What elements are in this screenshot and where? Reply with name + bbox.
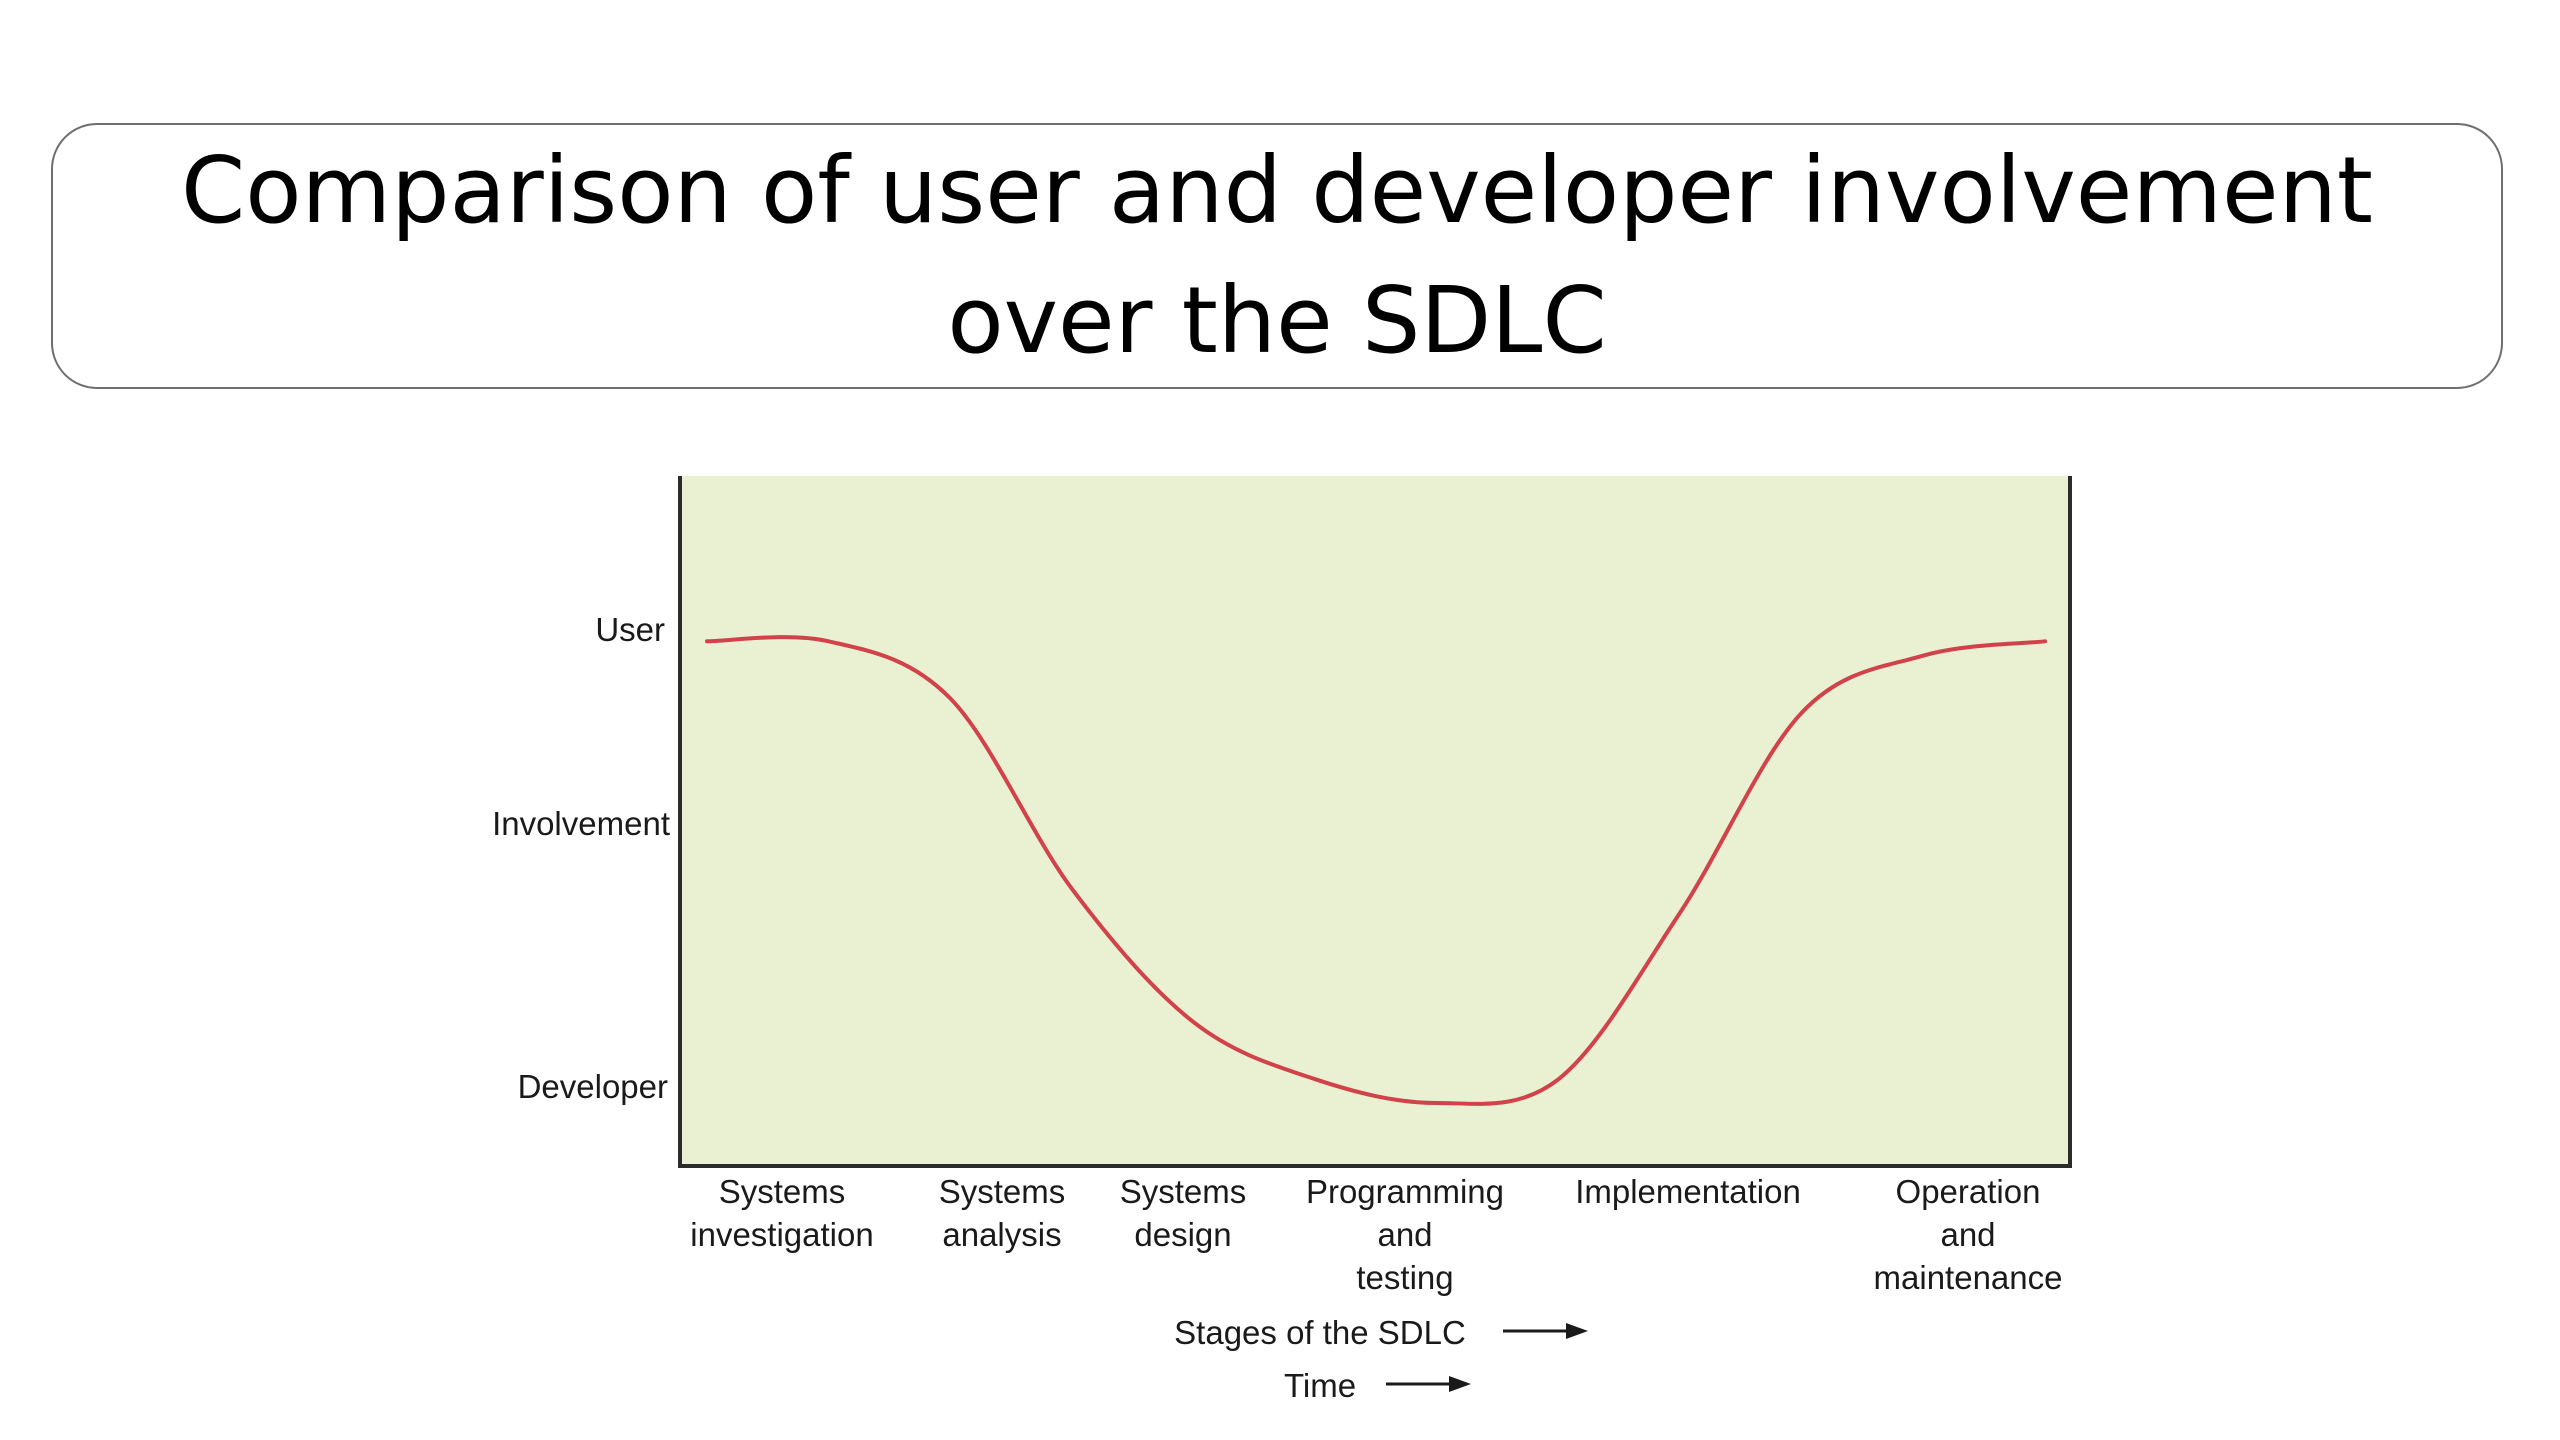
x-tick-label-line: testing [1356,1259,1453,1296]
x-tick-label: Programming and testing [1306,1173,1504,1296]
x-tick-label-line: Systems [939,1173,1066,1210]
arrowhead-stages-icon [1566,1323,1588,1339]
x-axis-label-stages: Stages of the SDLC [1174,1314,1588,1351]
x-tick-label-line: Systems [719,1173,846,1210]
x-tick-label-line: investigation [690,1216,873,1253]
x-tick-label-line: and [1377,1216,1432,1253]
title-box: Comparison of user and developer involve… [51,123,2503,389]
x-tick-label: Systems analysis [939,1173,1066,1253]
involvement-curve-series [705,635,2047,1106]
x-tick-label-line: Systems [1120,1173,1247,1210]
x-tick-label-line: design [1134,1216,1231,1253]
y-tick-label-involvement: Involvement [492,805,670,842]
x-tick-label-line: maintenance [1874,1259,2063,1296]
x-axis-label-time-text: Time [1284,1367,1356,1404]
x-tick-label: Implementation [1575,1173,1801,1210]
x-tick-label-line: and [1940,1216,1995,1253]
arrowhead-time-icon [1449,1376,1471,1392]
x-tick-label-line: Programming [1306,1173,1504,1210]
y-tick-label-user: User [595,611,665,648]
x-axis-label-time: Time [1284,1367,1471,1404]
x-axis-label-stages-text: Stages of the SDLC [1174,1314,1466,1351]
slide-title: Comparison of user and developer involve… [180,137,2373,374]
x-tick-label: Operation and maintenance [1874,1173,2063,1296]
x-tick-label-line: analysis [942,1216,1061,1253]
y-tick-label-developer: Developer [518,1068,668,1105]
x-tick-label-line: Implementation [1575,1173,1801,1210]
x-tick-label-line: Operation [1896,1173,2041,1210]
x-tick-label: Systems investigation [690,1173,873,1253]
axis-frame [678,476,2072,1168]
plot-area [680,476,2070,1166]
x-tick-label: Systems design [1120,1173,1247,1253]
